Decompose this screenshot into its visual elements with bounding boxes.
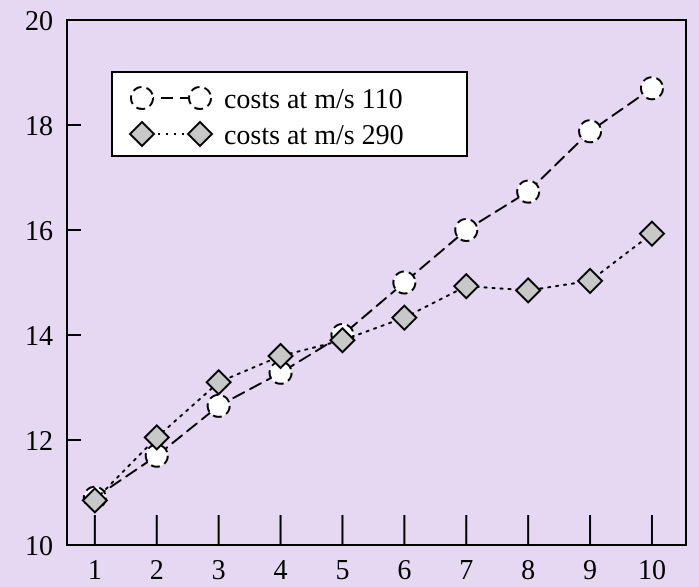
data-point-diamond (514, 276, 542, 304)
data-point-circle (268, 360, 293, 385)
x-tick-label: 7 (459, 555, 473, 586)
x-tick-label: 5 (335, 555, 349, 586)
y-tick-label: 18 (25, 111, 53, 142)
data-point-circle (578, 119, 603, 144)
data-point-diamond (128, 120, 156, 148)
x-tick-label: 2 (150, 555, 164, 586)
plot-frame (66, 19, 687, 546)
legend-label: costs at m/s 290 (224, 120, 404, 151)
data-point-diamond (267, 342, 294, 370)
data-point-circle (188, 86, 212, 110)
data-point-circle (454, 218, 479, 242)
data-point-diamond (81, 486, 109, 514)
x-tick-label: 3 (212, 555, 226, 586)
data-point-diamond (186, 120, 214, 148)
series-layer (81, 76, 666, 514)
data-point-diamond (143, 423, 171, 451)
data-point-circle (144, 443, 169, 468)
y-tick-label: 16 (25, 216, 53, 247)
x-tick-label: 8 (521, 555, 535, 586)
series-2 (81, 220, 666, 514)
y-tick-label: 20 (25, 6, 53, 37)
data-point-diamond (452, 272, 480, 300)
data-point-diamond (329, 326, 356, 354)
legend-box (111, 71, 468, 157)
data-point-circle (130, 86, 154, 110)
data-point-diamond (390, 304, 418, 332)
y-tick-label: 12 (25, 426, 53, 457)
series-line (93, 232, 653, 502)
x-tick-label: 6 (397, 555, 411, 586)
data-point-circle (639, 76, 664, 101)
data-point-diamond (576, 267, 604, 295)
data-point-circle (206, 393, 231, 418)
data-point-circle (516, 179, 541, 204)
y-tick-label: 14 (25, 321, 53, 352)
series-line (93, 87, 653, 499)
data-point-diamond (205, 368, 233, 396)
x-tick-label: 10 (638, 555, 666, 586)
legend-label: costs at m/s 110 (224, 84, 403, 115)
legend: costs at m/s 110 costs at m/s 290 (111, 71, 468, 157)
y-tick-label: 10 (25, 531, 53, 562)
data-point-diamond (638, 220, 666, 248)
x-tick-label: 4 (274, 555, 288, 586)
data-point-circle (392, 270, 417, 295)
x-tick-label: 1 (88, 555, 102, 586)
x-tick-label: 9 (583, 555, 597, 586)
